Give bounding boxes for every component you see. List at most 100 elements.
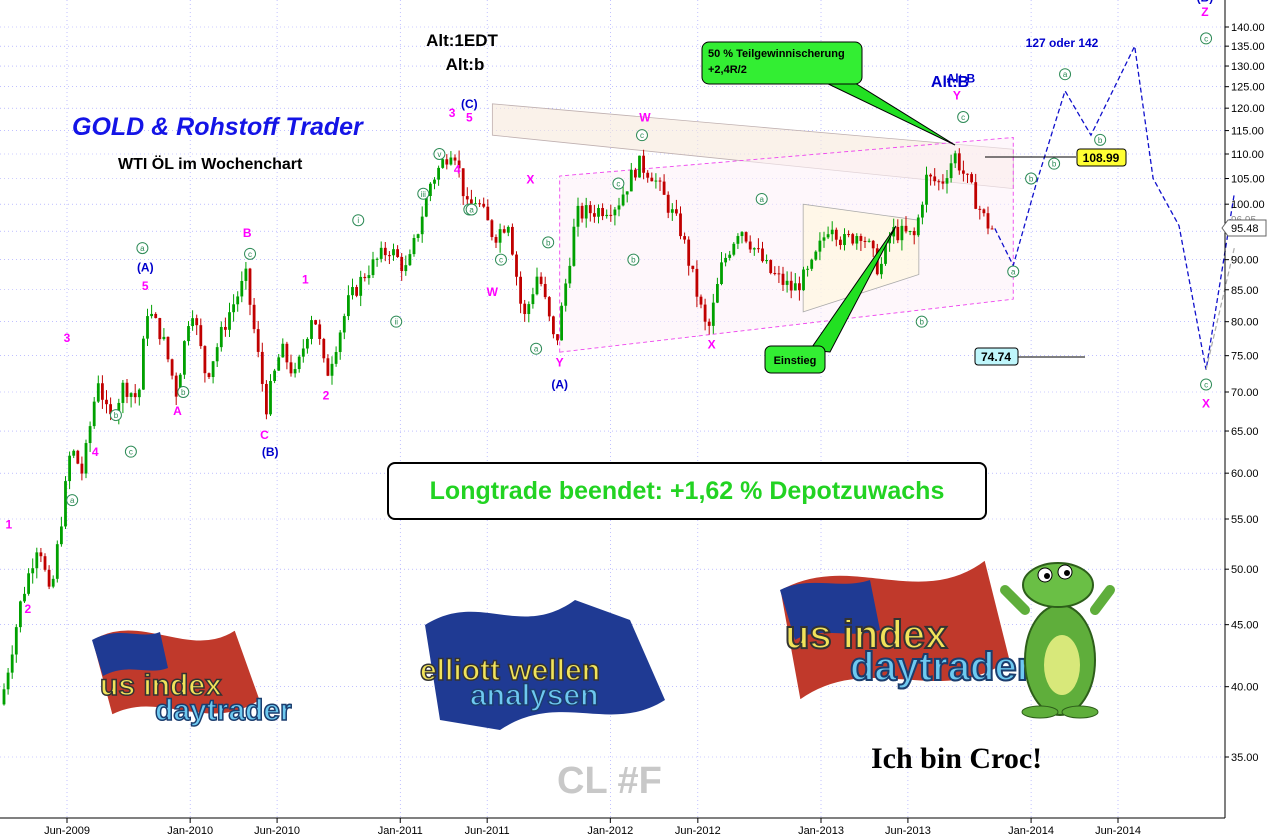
- entry-label: Einstieg: [774, 355, 817, 367]
- candle-body: [966, 173, 969, 175]
- candle: [96, 375, 100, 404]
- candle: [187, 321, 190, 346]
- candle-body: [281, 343, 285, 358]
- candle-body: [461, 168, 465, 197]
- circled-wave-mark: c: [957, 111, 970, 124]
- candle: [556, 334, 559, 346]
- wave-circle-label: b: [114, 411, 119, 420]
- stop-price-label: 74.74: [981, 350, 1011, 364]
- candle-body: [277, 357, 281, 371]
- candle: [580, 202, 584, 223]
- candle-body: [490, 220, 494, 238]
- wave-circle: [109, 409, 122, 422]
- candle-body: [535, 276, 539, 295]
- wave-label: (A): [551, 377, 568, 391]
- candle: [646, 170, 650, 183]
- wave-circle-label: v: [437, 150, 441, 159]
- x-tick-label: Jan-2011: [378, 825, 423, 837]
- candle: [867, 238, 871, 243]
- candle: [531, 287, 535, 309]
- candle-body: [662, 181, 666, 195]
- candle-body: [129, 393, 133, 397]
- candle-body: [646, 172, 650, 178]
- circled-wave-mark: b: [1094, 133, 1107, 146]
- circled-wave-mark: b: [915, 315, 928, 328]
- candle-body: [822, 237, 826, 241]
- candle: [219, 321, 223, 352]
- wave-circle: [177, 386, 190, 398]
- candle: [76, 449, 80, 465]
- svg-text:elliott wellen: elliott wellen: [420, 654, 600, 687]
- candle: [785, 271, 789, 293]
- candle: [732, 242, 736, 257]
- wave-label: 5: [142, 279, 149, 293]
- candle-body: [543, 283, 547, 298]
- candle-body: [379, 247, 383, 259]
- candle-body: [322, 338, 326, 359]
- candle: [929, 173, 932, 186]
- candle: [912, 227, 916, 245]
- candle-body: [121, 382, 125, 403]
- wave-label: 3: [449, 106, 456, 120]
- y-tick-label: 45.00: [1231, 620, 1259, 632]
- candle-body: [27, 573, 30, 594]
- candle: [80, 456, 84, 481]
- candle-body: [617, 205, 621, 210]
- candle: [2, 683, 6, 706]
- candle: [297, 354, 301, 373]
- candle: [802, 266, 805, 291]
- brand-title: GOLD & Rohstoff Trader: [72, 113, 363, 141]
- candle-body: [629, 169, 633, 192]
- candle-body: [916, 217, 920, 236]
- candle: [330, 356, 334, 385]
- candle-body: [363, 276, 367, 279]
- candle-body: [482, 203, 486, 207]
- candle: [949, 154, 953, 183]
- candle: [457, 150, 461, 178]
- candle-body: [228, 312, 231, 330]
- candle: [375, 257, 379, 267]
- candle: [39, 547, 43, 563]
- candle: [359, 270, 363, 307]
- candle: [244, 261, 248, 290]
- candle-body: [806, 268, 809, 270]
- wave-circle-label: i: [357, 216, 359, 225]
- circled-wave-mark: b: [177, 386, 190, 398]
- candle: [830, 221, 834, 242]
- candle: [470, 189, 473, 204]
- circled-wave-mark: c: [635, 129, 648, 142]
- candle: [621, 185, 625, 207]
- candle-body: [178, 374, 182, 397]
- candle-body: [539, 276, 543, 284]
- candle-body: [211, 361, 215, 378]
- candle: [605, 209, 609, 219]
- candle: [146, 308, 149, 347]
- candle: [351, 278, 354, 300]
- wave-circle: [465, 203, 478, 216]
- candle: [515, 251, 518, 286]
- wave-circle: [494, 253, 507, 266]
- candle: [342, 313, 346, 340]
- candle: [691, 265, 695, 273]
- partial-profit-line2: +2,4R/2: [708, 64, 747, 76]
- circled-wave-mark: b: [109, 409, 122, 422]
- candle-body: [19, 601, 22, 628]
- candle-body: [834, 229, 838, 240]
- candle-body: [470, 199, 473, 204]
- candle-body: [256, 329, 260, 352]
- circled-wave-mark: a: [66, 494, 79, 507]
- circled-wave-mark: b: [1048, 157, 1061, 170]
- candle: [306, 337, 309, 354]
- candle-body: [757, 248, 760, 250]
- candle-body: [293, 369, 297, 374]
- wave-circle-label: c: [616, 180, 620, 189]
- candle: [310, 315, 313, 345]
- candle: [437, 165, 440, 186]
- wave-circle: [542, 236, 555, 249]
- candle: [834, 227, 838, 247]
- candle: [27, 568, 30, 596]
- circled-wave-mark: b: [1025, 172, 1038, 185]
- candle: [256, 320, 260, 358]
- candle: [174, 372, 178, 406]
- candle: [683, 232, 686, 244]
